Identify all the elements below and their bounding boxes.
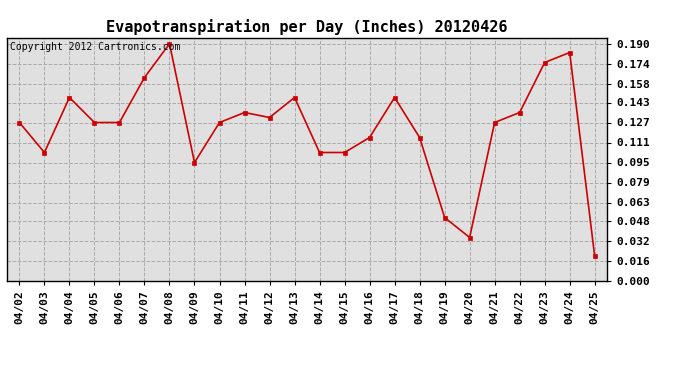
Text: Copyright 2012 Cartronics.com: Copyright 2012 Cartronics.com [10,42,180,52]
Title: Evapotranspiration per Day (Inches) 20120426: Evapotranspiration per Day (Inches) 2012… [106,19,508,35]
